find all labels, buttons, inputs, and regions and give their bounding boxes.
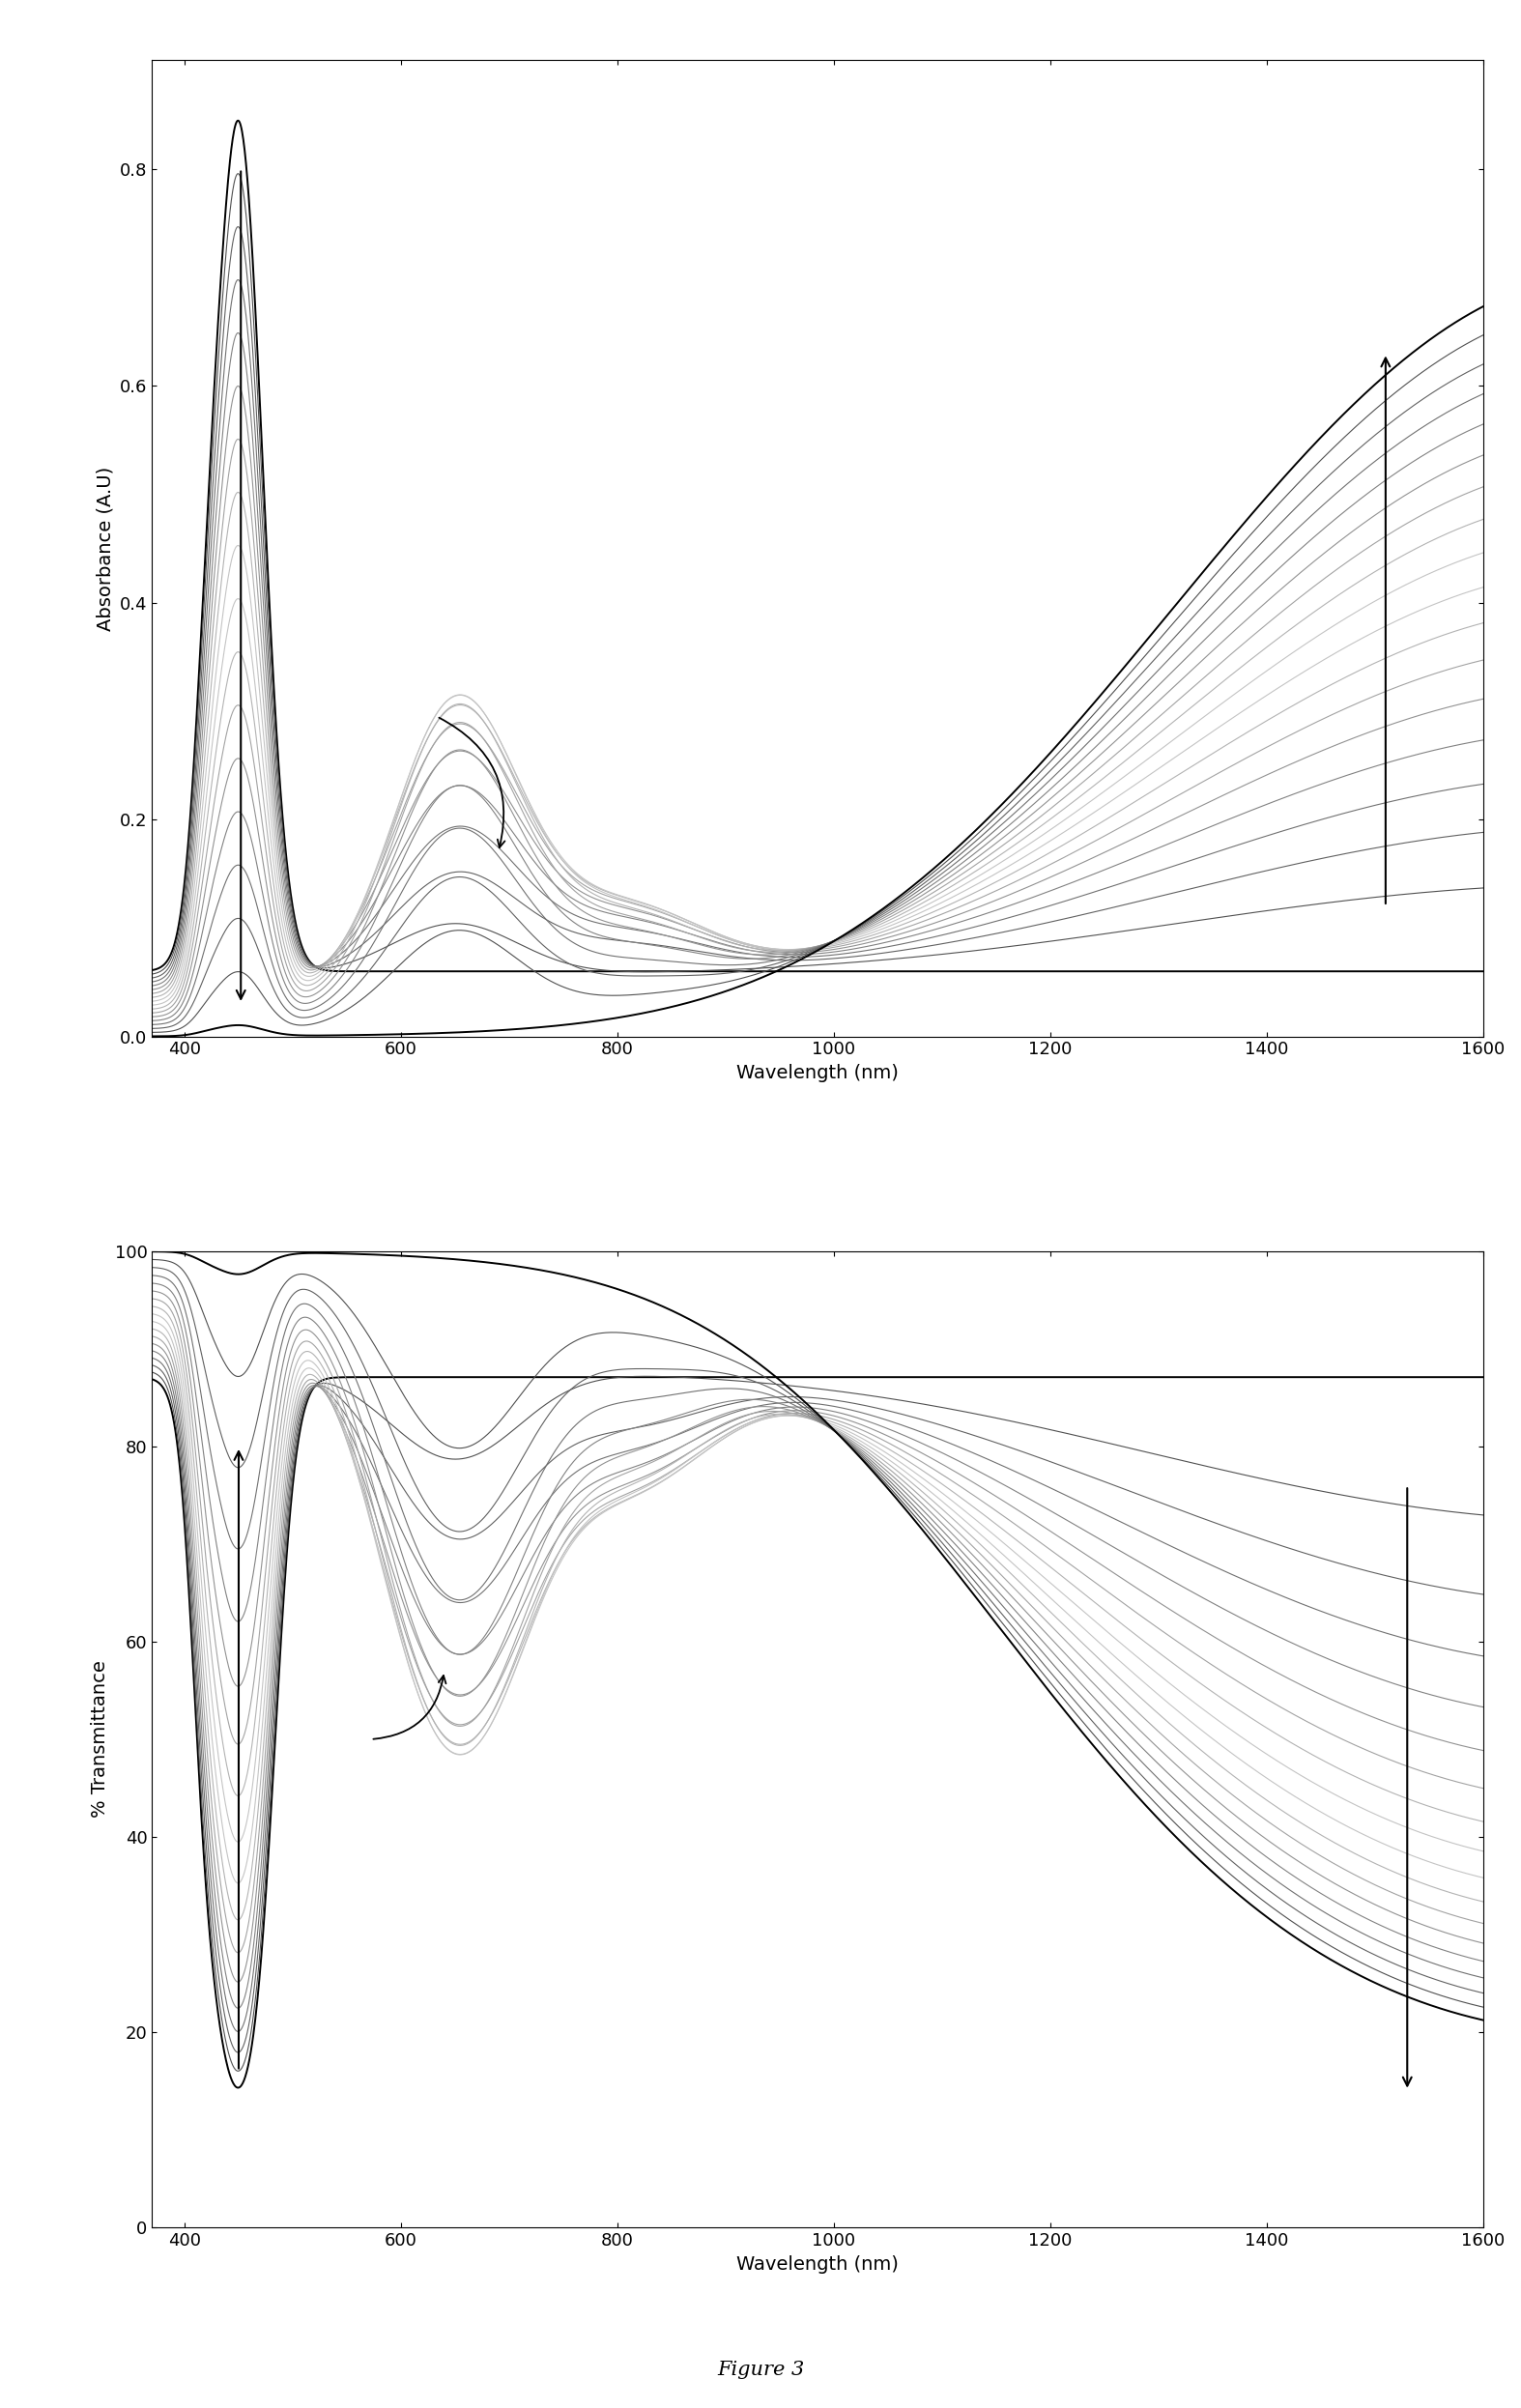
Text: Figure 3: Figure 3 — [716, 2360, 805, 2379]
Y-axis label: % Transmittance: % Transmittance — [91, 1662, 110, 1818]
Y-axis label: Absorbance (A.U): Absorbance (A.U) — [96, 467, 114, 631]
X-axis label: Wavelength (nm): Wavelength (nm) — [736, 2254, 899, 2273]
X-axis label: Wavelength (nm): Wavelength (nm) — [736, 1064, 899, 1081]
